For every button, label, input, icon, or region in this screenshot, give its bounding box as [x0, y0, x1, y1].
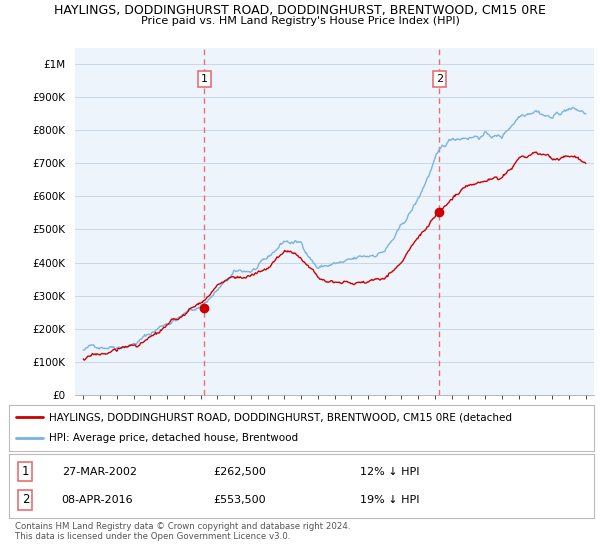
Text: 1: 1 — [22, 465, 29, 478]
Text: HAYLINGS, DODDINGHURST ROAD, DODDINGHURST, BRENTWOOD, CM15 0RE: HAYLINGS, DODDINGHURST ROAD, DODDINGHURS… — [54, 4, 546, 17]
Text: HAYLINGS, DODDINGHURST ROAD, DODDINGHURST, BRENTWOOD, CM15 0RE (detached: HAYLINGS, DODDINGHURST ROAD, DODDINGHURS… — [49, 412, 512, 422]
Text: 08-APR-2016: 08-APR-2016 — [62, 495, 133, 505]
Text: 2: 2 — [436, 74, 443, 84]
Text: HPI: Average price, detached house, Brentwood: HPI: Average price, detached house, Bren… — [49, 433, 298, 444]
Text: 2: 2 — [22, 493, 29, 506]
Text: 1: 1 — [201, 74, 208, 84]
Text: 27-MAR-2002: 27-MAR-2002 — [62, 466, 137, 477]
Text: 19% ↓ HPI: 19% ↓ HPI — [360, 495, 419, 505]
Text: £553,500: £553,500 — [214, 495, 266, 505]
Text: £262,500: £262,500 — [214, 466, 266, 477]
Text: Contains HM Land Registry data © Crown copyright and database right 2024.
This d: Contains HM Land Registry data © Crown c… — [15, 522, 350, 542]
Text: 12% ↓ HPI: 12% ↓ HPI — [360, 466, 419, 477]
Text: Price paid vs. HM Land Registry's House Price Index (HPI): Price paid vs. HM Land Registry's House … — [140, 16, 460, 26]
